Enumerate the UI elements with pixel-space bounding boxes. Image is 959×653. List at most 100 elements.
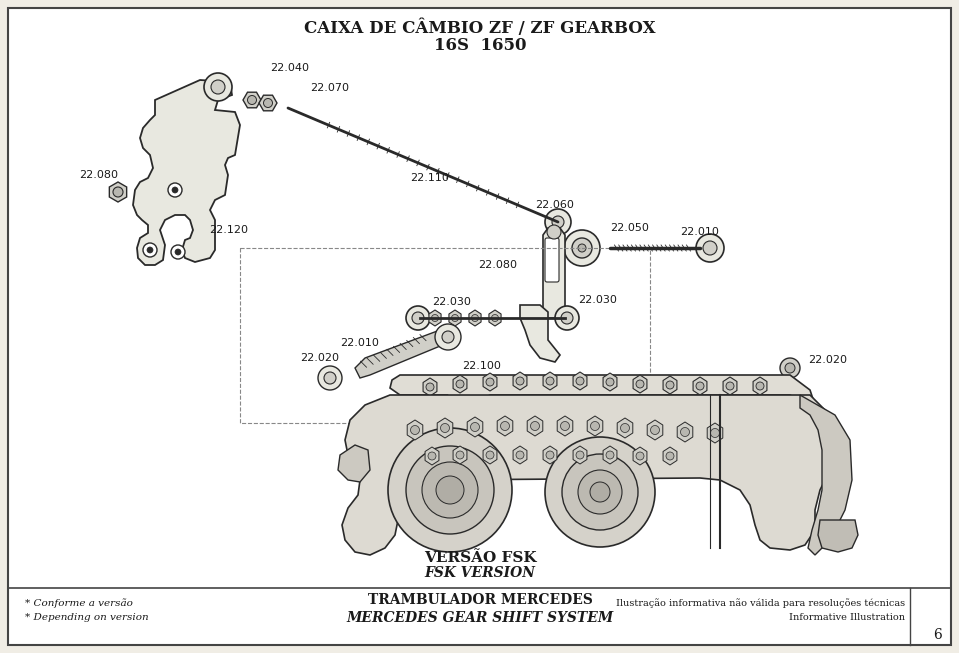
Circle shape <box>440 424 450 432</box>
Circle shape <box>113 187 123 197</box>
Text: CAIXA DE CÂMBIO ZF / ZF GEARBOX: CAIXA DE CÂMBIO ZF / ZF GEARBOX <box>304 19 656 37</box>
Polygon shape <box>527 416 543 436</box>
Polygon shape <box>342 395 835 555</box>
Text: Informative Illustration: Informative Illustration <box>789 614 905 622</box>
Circle shape <box>324 372 336 384</box>
Circle shape <box>428 452 436 460</box>
Circle shape <box>562 454 638 530</box>
Polygon shape <box>603 446 617 464</box>
Polygon shape <box>408 420 423 440</box>
Circle shape <box>426 383 434 391</box>
Polygon shape <box>723 377 737 395</box>
Polygon shape <box>243 92 261 108</box>
Text: 22.100: 22.100 <box>462 361 501 371</box>
Polygon shape <box>453 446 467 464</box>
Text: 22.060: 22.060 <box>535 200 573 210</box>
Text: VERSÃO FSK: VERSÃO FSK <box>424 551 536 565</box>
Text: 22.070: 22.070 <box>310 83 349 93</box>
Text: 22.120: 22.120 <box>209 225 248 235</box>
Circle shape <box>435 324 461 350</box>
Text: 22.040: 22.040 <box>270 63 309 73</box>
Circle shape <box>576 377 584 385</box>
Circle shape <box>666 452 674 460</box>
Polygon shape <box>587 416 603 436</box>
Text: Ilustração informativa não válida para resoluções técnicas: Ilustração informativa não válida para r… <box>616 598 905 608</box>
Circle shape <box>572 238 592 258</box>
Bar <box>240 248 650 423</box>
Polygon shape <box>449 310 461 326</box>
Circle shape <box>172 187 178 193</box>
Text: 22.020: 22.020 <box>300 353 339 363</box>
Circle shape <box>560 421 570 430</box>
Circle shape <box>452 315 458 321</box>
Text: 16S  1650: 16S 1650 <box>433 37 526 54</box>
Polygon shape <box>513 372 526 390</box>
Circle shape <box>666 381 674 389</box>
Circle shape <box>516 377 524 385</box>
Polygon shape <box>425 447 439 465</box>
Circle shape <box>442 331 454 343</box>
Polygon shape <box>618 418 633 438</box>
Circle shape <box>486 451 494 459</box>
Text: 22.030: 22.030 <box>578 295 617 305</box>
Circle shape <box>696 234 724 262</box>
Circle shape <box>561 312 573 324</box>
Circle shape <box>576 451 584 459</box>
Text: 22.030: 22.030 <box>432 297 471 307</box>
Text: 22.110: 22.110 <box>410 173 450 183</box>
Circle shape <box>432 315 438 321</box>
Circle shape <box>552 216 564 228</box>
Circle shape <box>456 451 464 459</box>
Circle shape <box>785 363 795 373</box>
Circle shape <box>406 306 430 330</box>
Circle shape <box>756 382 764 390</box>
Circle shape <box>650 426 660 434</box>
Circle shape <box>211 80 225 94</box>
Circle shape <box>590 482 610 502</box>
Circle shape <box>204 73 232 101</box>
Polygon shape <box>633 447 647 465</box>
Polygon shape <box>489 310 501 326</box>
Circle shape <box>168 183 182 197</box>
Circle shape <box>726 382 734 390</box>
Circle shape <box>578 470 622 514</box>
Circle shape <box>388 428 512 552</box>
Circle shape <box>545 209 571 235</box>
Polygon shape <box>453 375 467 393</box>
Circle shape <box>578 244 586 252</box>
Circle shape <box>501 421 509 430</box>
Circle shape <box>318 366 342 390</box>
Circle shape <box>175 249 181 255</box>
Circle shape <box>606 451 614 459</box>
Polygon shape <box>800 395 852 555</box>
Circle shape <box>546 451 554 459</box>
Polygon shape <box>647 420 663 440</box>
Circle shape <box>547 225 561 239</box>
Circle shape <box>471 422 480 432</box>
Text: TRAMBULADOR MERCEDES: TRAMBULADOR MERCEDES <box>367 593 593 607</box>
Circle shape <box>620 424 629 432</box>
Text: * Depending on version: * Depending on version <box>25 614 149 622</box>
Polygon shape <box>133 80 240 265</box>
Circle shape <box>545 437 655 547</box>
Circle shape <box>530 421 540 430</box>
Polygon shape <box>663 447 677 465</box>
FancyBboxPatch shape <box>545 238 559 282</box>
Circle shape <box>264 99 272 108</box>
Circle shape <box>406 446 494 534</box>
Circle shape <box>564 230 600 266</box>
Polygon shape <box>390 375 815 415</box>
Polygon shape <box>603 373 617 391</box>
Circle shape <box>555 306 579 330</box>
Text: 22.010: 22.010 <box>340 338 379 348</box>
Polygon shape <box>483 446 497 464</box>
Circle shape <box>472 315 479 321</box>
Polygon shape <box>429 310 441 326</box>
Text: 22.010: 22.010 <box>680 227 719 237</box>
Polygon shape <box>520 305 560 362</box>
Polygon shape <box>677 422 692 442</box>
Circle shape <box>247 95 256 104</box>
Circle shape <box>696 382 704 390</box>
Polygon shape <box>663 376 677 394</box>
Text: FSK VERSION: FSK VERSION <box>425 566 535 580</box>
